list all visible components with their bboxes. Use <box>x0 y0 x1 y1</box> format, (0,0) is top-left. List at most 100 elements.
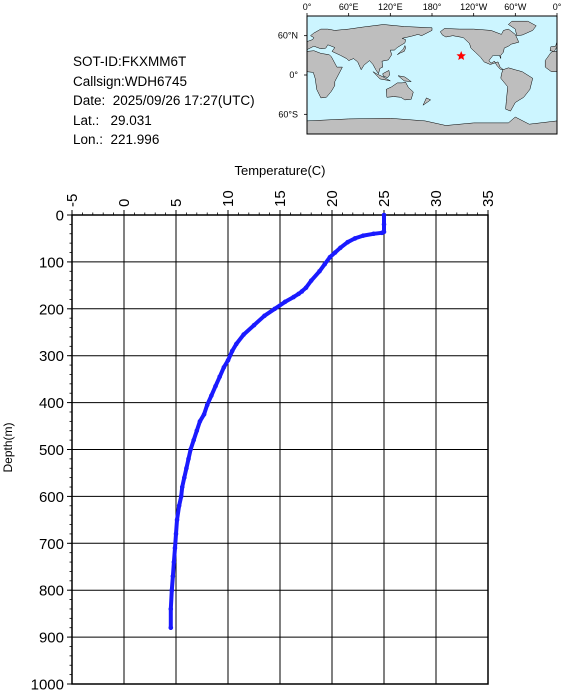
longitude-text: Lon.: 221.996 <box>73 132 160 147</box>
map-land-west-africa <box>544 51 557 72</box>
x-tick-label: 0 <box>116 199 133 207</box>
map-land-greenland <box>507 20 537 36</box>
data-point <box>234 341 239 347</box>
data-point <box>221 365 227 370</box>
data-point <box>317 268 322 274</box>
map-land-new-zealand <box>422 97 432 106</box>
data-point <box>338 245 343 251</box>
data-point <box>170 573 176 579</box>
map-lon-label: 120°E <box>378 2 403 12</box>
x-tick-label: 35 <box>480 190 497 207</box>
data-point <box>291 294 296 300</box>
y-tick-label: 400 <box>39 395 64 412</box>
data-point <box>176 503 182 509</box>
data-point <box>381 212 387 218</box>
map-lon-label: 0° <box>553 2 562 12</box>
data-point <box>201 412 207 417</box>
y-tick-label: 500 <box>39 442 64 459</box>
map-land-borneo <box>382 70 390 78</box>
sot-id-text: SOT-ID:FKXMM6T <box>73 54 187 69</box>
data-point <box>197 419 203 424</box>
data-point <box>379 230 385 236</box>
data-point <box>345 239 350 245</box>
data-point <box>172 545 178 551</box>
float-info-block: SOT-ID:FKXMM6T Callsign:WDH6745 Date: 20… <box>73 52 255 150</box>
data-point <box>179 484 185 490</box>
y-tick-label: 200 <box>39 301 64 318</box>
y-tick-label: 100 <box>39 254 64 271</box>
map-land-antarctica <box>307 116 557 134</box>
map-lat-label: 60°N <box>278 31 298 41</box>
data-point <box>352 236 358 241</box>
data-point <box>173 531 179 537</box>
data-point <box>272 306 278 312</box>
map-lon-label: 60°E <box>339 2 359 12</box>
data-point <box>381 222 387 227</box>
location-marker-star <box>456 51 466 60</box>
map-land-south-america <box>500 67 533 112</box>
data-point <box>186 456 191 462</box>
map-land-new-guinea <box>397 75 413 82</box>
data-point <box>168 606 174 612</box>
y-tick-label: 800 <box>39 583 64 600</box>
data-point <box>229 348 235 354</box>
map-lat-label: 60°S <box>278 109 298 119</box>
map-lon-label: 60°W <box>504 2 527 12</box>
data-point <box>169 587 175 593</box>
data-point <box>251 322 257 328</box>
data-point <box>191 437 196 443</box>
data-point <box>303 285 309 290</box>
y-tick-label: 0 <box>56 208 64 225</box>
map-land-north-america <box>439 28 520 71</box>
callsign-text: Callsign:WDH6745 <box>73 73 188 89</box>
data-point <box>308 278 314 283</box>
data-point <box>171 559 177 565</box>
x-tick-label: 25 <box>376 190 393 207</box>
map-land-indonesia <box>372 71 391 82</box>
data-point <box>217 374 222 380</box>
map-land-group <box>307 20 557 134</box>
data-point <box>262 313 267 319</box>
map-lon-label: 120°W <box>460 2 488 12</box>
data-point <box>332 250 338 255</box>
x-tick-label: 5 <box>168 199 185 207</box>
data-point <box>322 261 328 267</box>
data-point <box>182 475 187 480</box>
map-land-eurasia <box>307 24 433 75</box>
y-tick-label: 1000 <box>31 677 64 690</box>
x-axis-title: Temperature(C) <box>234 163 325 178</box>
y-tick-label: 900 <box>39 630 64 647</box>
data-point <box>327 254 333 260</box>
data-point <box>184 465 189 471</box>
latitude-text: Lat.: 29.031 <box>73 112 152 128</box>
data-point <box>174 517 180 523</box>
x-tick-label: 20 <box>324 190 341 207</box>
data-point <box>178 494 184 499</box>
y-tick-label: 300 <box>39 348 64 365</box>
date-text: Date: 2025/09/26 17:27(UTC) <box>73 93 255 108</box>
x-tick-label: 30 <box>428 190 445 207</box>
data-point <box>299 289 305 294</box>
data-point <box>204 402 210 408</box>
map-lon-label: 0° <box>303 2 312 12</box>
y-axis-title: Depth(m) <box>1 422 15 472</box>
data-point <box>168 625 174 631</box>
map-land-iberia <box>549 41 557 52</box>
map-lon-label: 180° <box>423 2 442 12</box>
data-point <box>241 332 246 337</box>
data-point <box>282 299 288 305</box>
data-point <box>213 383 218 389</box>
data-point <box>188 447 193 452</box>
data-point <box>371 231 376 237</box>
x-tick-label: 15 <box>272 190 289 207</box>
map-land-japan <box>397 44 406 55</box>
y-tick-label: 700 <box>39 536 64 553</box>
map-land-africa <box>307 50 343 99</box>
data-point <box>360 233 366 238</box>
data-point <box>209 393 214 398</box>
data-point <box>194 428 200 434</box>
data-point <box>296 291 302 297</box>
x-tick-label: 10 <box>220 190 237 207</box>
